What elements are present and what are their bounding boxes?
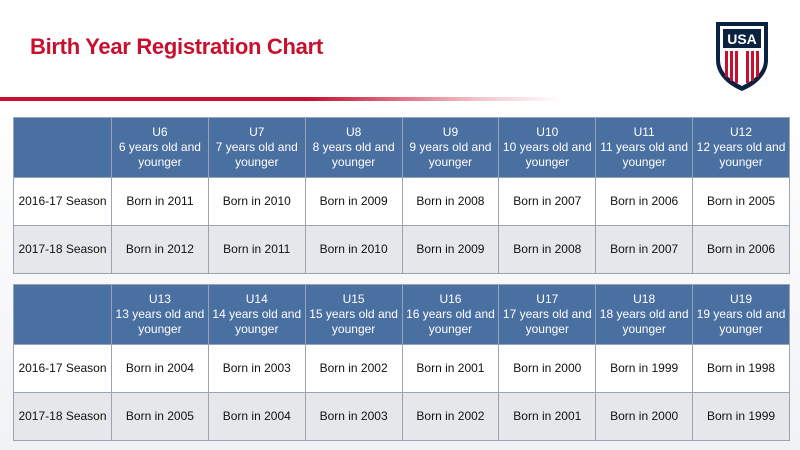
birth-year-cell: Born in 2011: [111, 177, 209, 226]
birth-year-cell: Born in 2009: [304, 177, 403, 226]
birth-year-cell: Born in 1999: [692, 392, 790, 441]
age-group-header: U17 17 years old and younger: [498, 284, 597, 345]
age-group-header: U9 9 years old and younger: [401, 117, 500, 178]
birth-year-cell: Born in 2010: [304, 225, 403, 274]
birth-year-cell: Born in 2010: [207, 177, 306, 226]
birth-year-cell: Born in 2007: [498, 177, 597, 226]
age-group-header: U11 11 years old and younger: [595, 117, 694, 178]
birth-year-cell: Born in 2004: [111, 344, 209, 393]
page-title: Birth Year Registration Chart: [30, 34, 323, 59]
birth-year-cell: Born in 2001: [401, 344, 500, 393]
age-group-header: U8 8 years old and younger: [304, 117, 403, 178]
birth-year-cell: Born in 2001: [498, 392, 597, 441]
age-group-header: U13 13 years old and younger: [111, 284, 209, 345]
birth-year-cell: Born in 2007: [595, 225, 694, 274]
registration-table-u6-u12: U6 6 years old and younger U7 7 years old …: [13, 117, 790, 274]
age-group-header: U12 12 years old and younger: [692, 117, 790, 178]
birth-year-cell: Born in 2006: [595, 177, 694, 226]
birth-year-cell: Born in 2005: [692, 177, 790, 226]
birth-year-cell: Born in 2002: [304, 344, 403, 393]
birth-year-cell: Born in 2000: [498, 344, 597, 393]
age-group-header: U7 7 years old and younger: [207, 117, 306, 178]
title-underline-bar: [0, 97, 560, 101]
birth-year-cell: Born in 2003: [304, 392, 403, 441]
birth-year-cell: Born in 2004: [207, 392, 306, 441]
table-row: 2016-17 Season Born in 2011 Born in 2010…: [13, 177, 790, 226]
birth-year-cell: Born in 1999: [595, 344, 694, 393]
svg-text:USA: USA: [727, 31, 757, 47]
birth-year-cell: Born in 2005: [111, 392, 209, 441]
age-group-header: U6 6 years old and younger: [111, 117, 209, 178]
birth-year-cell: Born in 2011: [207, 225, 306, 274]
season-label: 2017-18 Season: [13, 225, 112, 274]
us-soccer-crest-logo: USA: [716, 22, 768, 91]
table-row: 2017-18 Season Born in 2005 Born in 2004…: [13, 392, 790, 441]
birth-year-cell: Born in 2006: [692, 225, 790, 274]
birth-year-cell: Born in 2000: [595, 392, 694, 441]
table-header-row: U6 6 years old and younger U7 7 years old …: [13, 117, 790, 178]
age-group-header: U19 19 years old and younger: [692, 284, 790, 345]
season-label: 2017-18 Season: [13, 392, 112, 441]
corner-cell: [13, 284, 112, 345]
birth-year-cell: Born in 2002: [401, 392, 500, 441]
registration-table-u13-u19: U13 13 years old and younger U14 14 years …: [13, 284, 790, 441]
birth-year-cell: Born in 2009: [401, 225, 500, 274]
season-label: 2016-17 Season: [13, 177, 112, 226]
age-group-header: U15 15 years old and younger: [304, 284, 403, 345]
season-label: 2016-17 Season: [13, 344, 112, 393]
birth-year-cell: Born in 2008: [498, 225, 597, 274]
birth-year-cell: Born in 2003: [207, 344, 306, 393]
table-row: 2016-17 Season Born in 2004 Born in 2003…: [13, 344, 790, 393]
table-row: 2017-18 Season Born in 2012 Born in 2011…: [13, 225, 790, 274]
corner-cell: [13, 117, 112, 178]
birth-year-cell: Born in 2012: [111, 225, 209, 274]
age-group-header: U18 18 years old and younger: [595, 284, 694, 345]
age-group-header: U10 10 years old and younger: [498, 117, 597, 178]
birth-year-cell: Born in 1998: [692, 344, 790, 393]
table-header-row: U13 13 years old and younger U14 14 years …: [13, 284, 790, 345]
age-group-header: U16 16 years old and younger: [401, 284, 500, 345]
birth-year-cell: Born in 2008: [401, 177, 500, 226]
age-group-header: U14 14 years old and younger: [207, 284, 306, 345]
